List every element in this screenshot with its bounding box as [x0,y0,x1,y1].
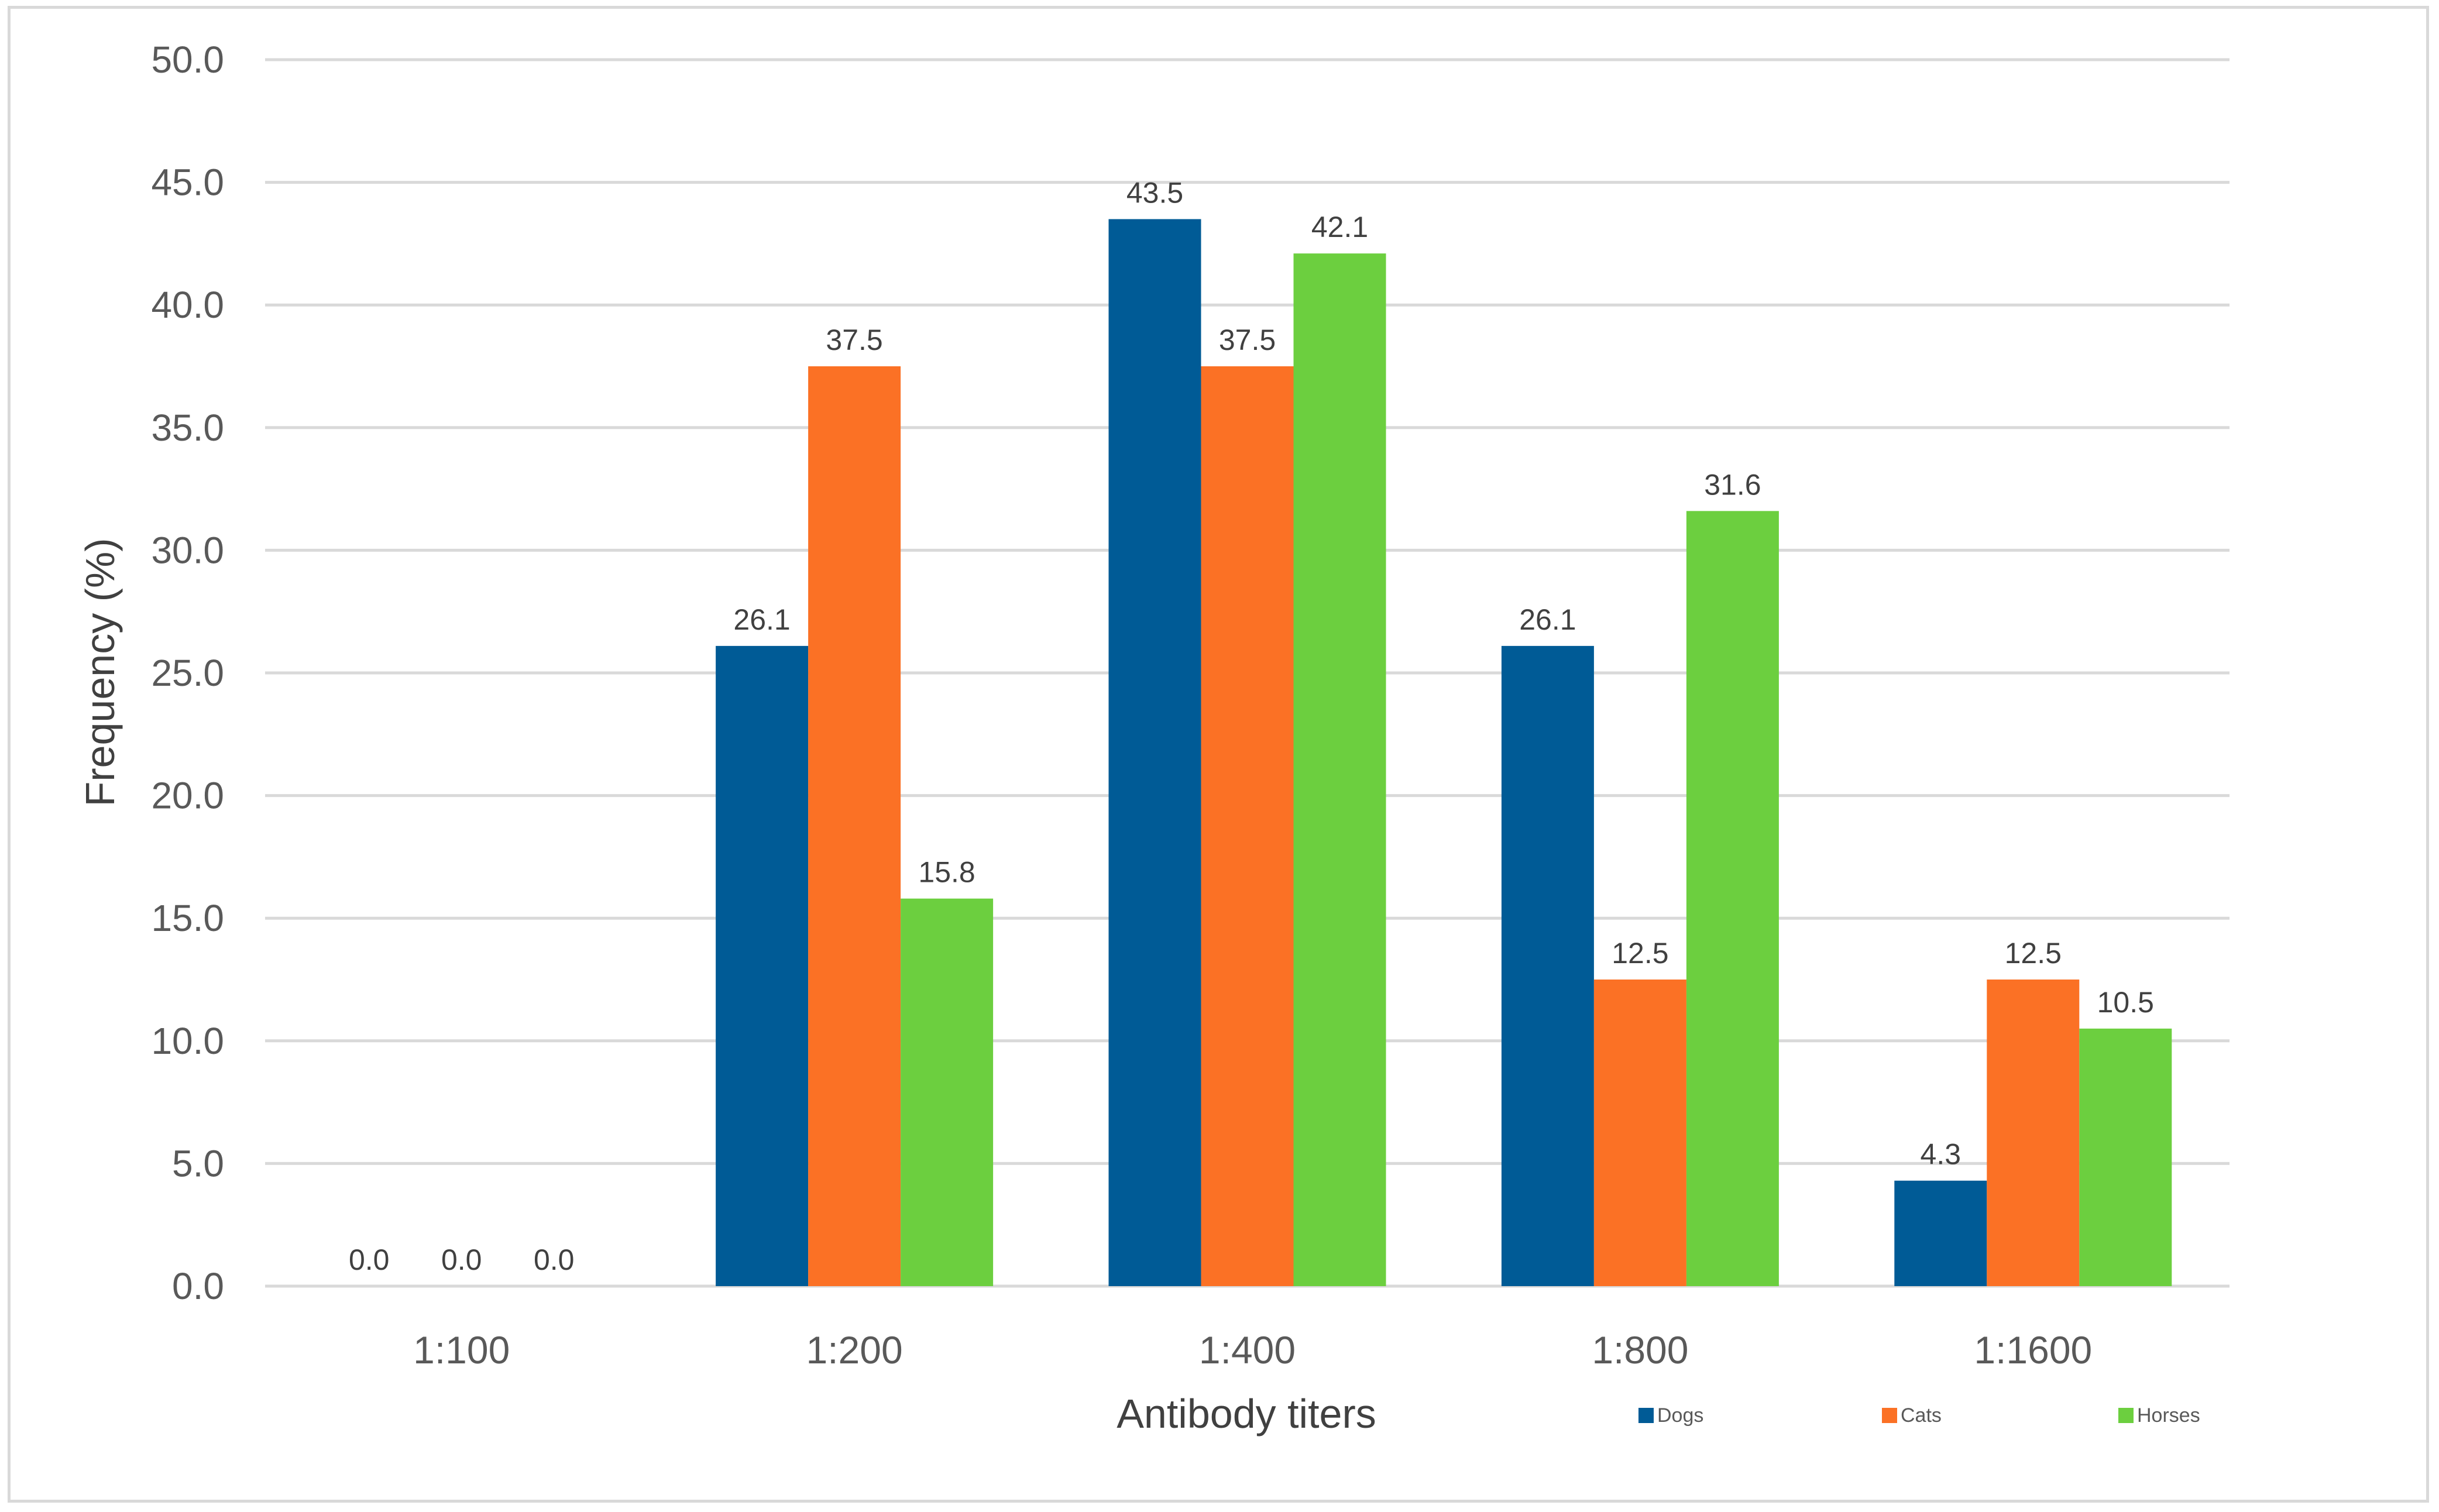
y-tick-label: 35.0 [151,407,224,449]
bar-cats [1593,980,1686,1286]
data-label: 42.1 [1311,211,1368,243]
data-labels: 0.0 0.0 0.0 26.1 37.5 15.8 43.5 37.5 42.1 26.1 12.… [349,176,2154,1276]
bar-horses [1293,253,1386,1287]
bar-cats [1201,366,1294,1286]
legend-item-horses: Horses [2118,1404,2200,1427]
bar-cats [1987,980,2080,1286]
data-label: 0.0 [441,1243,482,1276]
y-tick-label: 30.0 [151,529,224,571]
data-label: 4.3 [1921,1138,1961,1171]
y-tick-label: 5.0 [172,1142,224,1184]
legend: Dogs Cats Horses [1638,1404,2200,1427]
legend-label: Cats [1901,1404,1942,1427]
y-tick-label: 45.0 [151,161,224,204]
data-label: 26.1 [1519,603,1576,636]
legend-item-dogs: Dogs [1638,1404,1703,1427]
y-tick-label: 0.0 [172,1265,224,1307]
x-category-label: 1:800 [1592,1328,1688,1372]
x-axis-categories: 1:100 1:200 1:400 1:800 1:1600 [413,1328,2092,1372]
legend-swatch [2118,1408,2134,1423]
data-label: 0.0 [349,1243,390,1276]
legend-label: Horses [2137,1404,2200,1427]
data-label: 26.1 [733,603,790,636]
legend-swatch [1882,1408,1897,1423]
bar-dogs [716,645,809,1286]
data-label: 12.5 [2005,937,2062,970]
bar-dogs [1894,1180,1987,1286]
data-label: 37.5 [826,324,882,356]
data-label: 37.5 [1219,324,1276,356]
y-tick-label: 50.0 [151,39,224,81]
x-category-label: 1:1600 [1974,1328,2092,1372]
data-label: 43.5 [1126,176,1183,209]
bar-horses [901,898,994,1286]
bar-horses [2079,1028,2172,1286]
data-label: 31.6 [1704,468,1761,501]
y-tick-label: 25.0 [151,652,224,694]
bars [716,219,2172,1287]
data-label: 10.5 [2097,986,2154,1019]
y-tick-label: 10.0 [151,1020,224,1062]
x-category-label: 1:100 [413,1328,510,1372]
y-tick-label: 20.0 [151,775,224,817]
y-axis-ticks: 0.0 5.0 10.0 15.0 20.0 25.0 30.0 35.0 40.0 45.0 50… [151,39,224,1307]
bar-dogs [1108,219,1201,1287]
bar-horses [1686,511,1779,1286]
legend-label: Dogs [1657,1404,1703,1427]
bar-dogs [1501,645,1594,1286]
bar-cats [808,366,901,1286]
data-label: 0.0 [534,1243,575,1276]
x-axis-title: Antibody titers [1117,1391,1376,1437]
x-category-label: 1:200 [806,1328,903,1372]
y-axis-title: Frequency (%) [77,538,123,806]
data-label: 12.5 [1612,937,1668,970]
data-label: 15.8 [918,856,975,889]
x-category-label: 1:400 [1199,1328,1296,1372]
legend-swatch [1638,1408,1654,1423]
y-tick-label: 15.0 [151,897,224,939]
legend-item-cats: Cats [1882,1404,1942,1427]
y-tick-label: 40.0 [151,284,224,326]
